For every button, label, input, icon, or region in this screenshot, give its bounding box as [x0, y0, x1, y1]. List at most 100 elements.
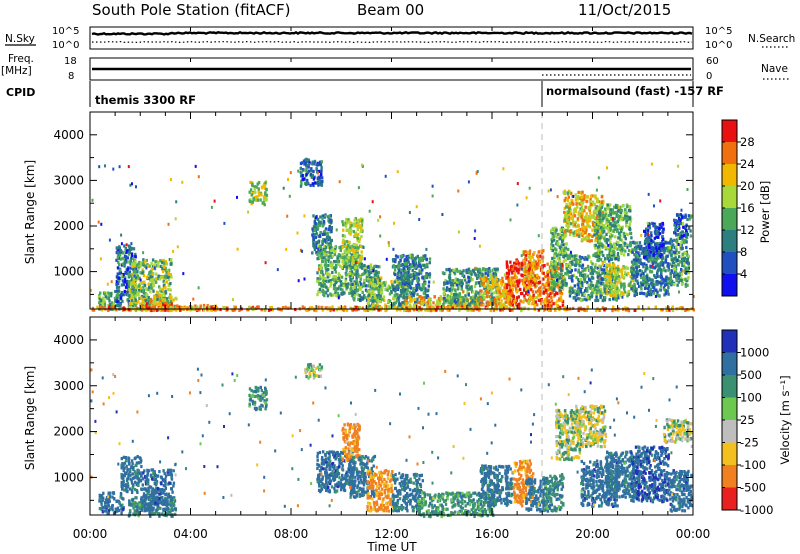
- data-cell: [338, 285, 341, 289]
- data-cell: [558, 256, 561, 260]
- data-cell: [350, 270, 354, 274]
- data-cell: [307, 162, 311, 167]
- data-cell: [397, 266, 400, 270]
- data-cell: [494, 271, 497, 275]
- data-cell: [354, 232, 357, 236]
- data-cell: [121, 275, 125, 279]
- data-cell: [491, 302, 494, 306]
- data-cell: [426, 294, 429, 298]
- data-cell: [485, 268, 488, 272]
- data-cell: [595, 271, 598, 275]
- data-cell: [614, 203, 618, 207]
- data-cell: [616, 292, 620, 296]
- data-cell: [155, 290, 159, 294]
- data-cell: [523, 298, 526, 302]
- data-cell: [598, 248, 601, 252]
- data-cell: [116, 289, 119, 293]
- data-cell: [526, 250, 530, 255]
- data-cell: [141, 304, 144, 308]
- data-cell: [325, 291, 328, 295]
- data-cell: [637, 264, 641, 269]
- data-cell: [480, 303, 483, 307]
- data-cell: [321, 179, 324, 184]
- data-cell: [346, 221, 349, 225]
- data-cell: [596, 219, 599, 224]
- data-cell: [618, 288, 621, 292]
- data-cell: [601, 214, 604, 218]
- data-cell: [323, 276, 327, 281]
- data-cell: [158, 293, 161, 297]
- data-cell: [129, 247, 133, 251]
- data-cell: [448, 273, 451, 278]
- data-cell: [569, 253, 572, 257]
- data-cell: [352, 290, 355, 294]
- data-cell: [494, 279, 497, 283]
- data-cell: [424, 282, 427, 286]
- data-cell: [596, 229, 600, 233]
- data-cell: [581, 281, 584, 285]
- data-cell: [321, 250, 324, 254]
- data-cell: [600, 195, 604, 199]
- data-cell: [391, 284, 395, 288]
- data-cell: [591, 228, 594, 232]
- data-cell: [413, 304, 416, 308]
- data-cell: [262, 198, 266, 202]
- data-cell: [582, 228, 585, 233]
- data-cell: [587, 236, 591, 240]
- data-cell: [613, 217, 616, 221]
- data-cell: [516, 296, 519, 300]
- data-cell: [128, 270, 132, 274]
- data-cell: [341, 260, 344, 264]
- data-cell: [159, 299, 162, 303]
- data-cell: [348, 271, 352, 275]
- data-cell: [345, 247, 349, 251]
- data-cell: [449, 283, 453, 287]
- data-cell: [397, 296, 401, 300]
- data-cell: [553, 283, 556, 287]
- data-cell: [590, 292, 593, 296]
- data-cell: [405, 275, 409, 279]
- data-cell: [449, 299, 453, 304]
- data-cell: [384, 280, 387, 284]
- data-cell: [586, 239, 589, 243]
- data-cell: [153, 298, 157, 302]
- data-cell: [538, 260, 542, 264]
- data-cell: [324, 238, 327, 242]
- data-cell: [552, 235, 555, 239]
- data-cell: [422, 254, 425, 258]
- data-cell: [496, 300, 499, 304]
- data-cell: [592, 215, 595, 219]
- data-cell: [355, 265, 358, 269]
- data-cell: [546, 262, 549, 266]
- data-cell: [614, 257, 618, 261]
- data-cell: [586, 289, 589, 293]
- data-cell: [581, 293, 584, 297]
- data-cell: [603, 259, 606, 263]
- data-cell: [325, 264, 329, 268]
- data-cell: [375, 274, 379, 278]
- data-cell: [567, 269, 570, 273]
- data-cell: [316, 277, 319, 281]
- freq-unit: [MHz]: [1, 65, 32, 77]
- data-cell: [318, 179, 321, 183]
- data-cell: [334, 248, 337, 252]
- data-cell: [359, 224, 363, 228]
- data-cell: [599, 250, 602, 255]
- data-cell: [620, 238, 624, 242]
- data-cell: [536, 254, 539, 258]
- data-cell: [568, 265, 572, 269]
- data-cell: [591, 288, 594, 292]
- data-cell: [603, 229, 606, 233]
- data-cell: [629, 274, 632, 279]
- data-cell: [490, 276, 494, 280]
- data-cell: [614, 224, 617, 228]
- data-cell: [137, 284, 140, 288]
- data-cell: [333, 283, 336, 287]
- data-cell: [372, 291, 375, 295]
- data-cell: [556, 273, 560, 278]
- data-cell: [569, 291, 572, 295]
- data-cell: [371, 286, 374, 290]
- data-cell: [566, 221, 569, 226]
- data-cell: [312, 177, 316, 181]
- data-cell: [265, 193, 269, 197]
